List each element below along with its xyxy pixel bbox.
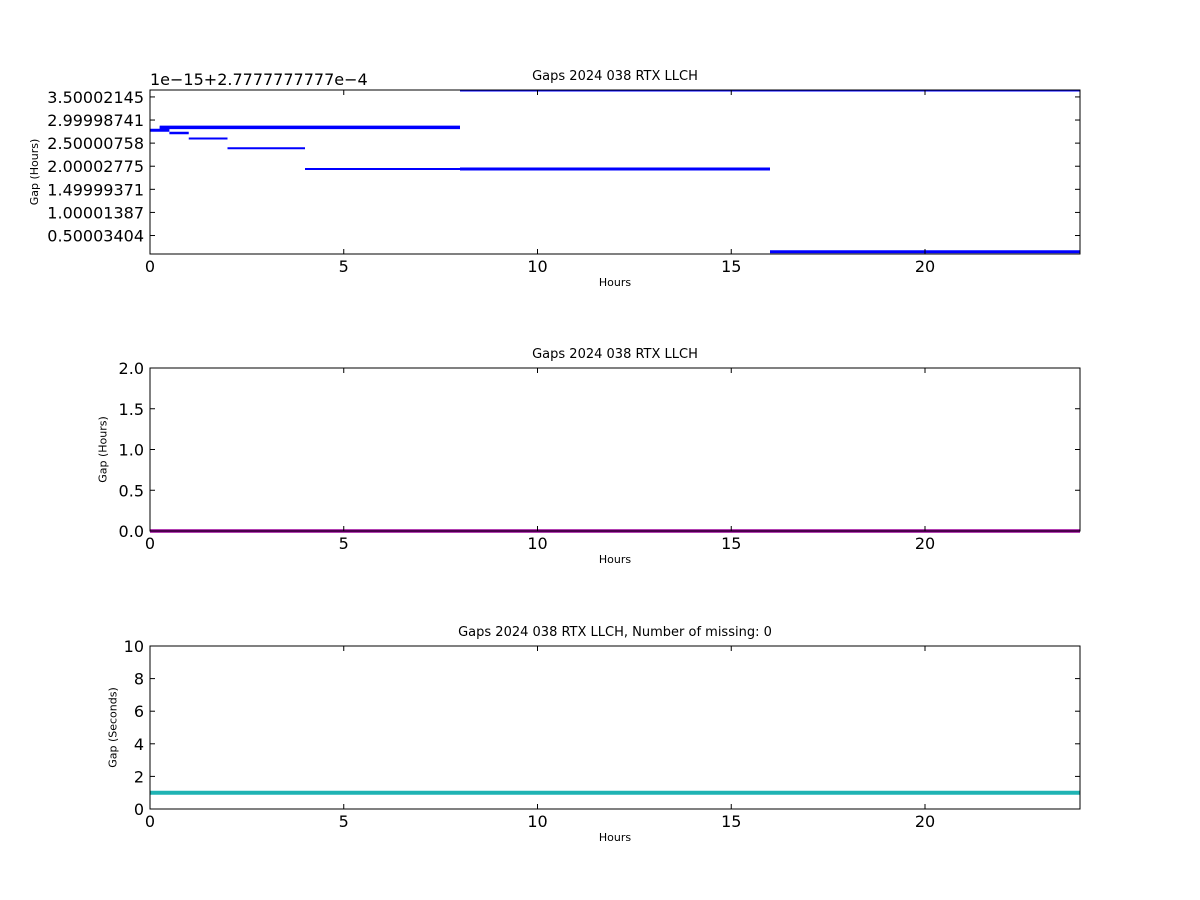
chart-panel-3: 0 5 10 15 20 0 2 4 6 8 10 Gaps 2024 038 RTX LLCH, N… (106, 625, 1081, 844)
y-tick-label: 0 (134, 800, 144, 819)
x-tick-label: 10 (527, 812, 547, 831)
x-tick-label: 15 (721, 534, 741, 553)
y-tick-label: 0.0 (119, 522, 144, 541)
chart-title: Gaps 2024 038 RTX LLCH (532, 347, 698, 362)
plot-frame (149, 367, 1081, 532)
y-axis-title: Gap (Hours) (97, 416, 110, 483)
y-tick-label: 3.50002145 (47, 88, 144, 107)
y-tick-label: 10 (124, 637, 144, 656)
x-tick-label: 10 (527, 257, 547, 276)
y-axis-title: Gap (Hours) (28, 139, 41, 206)
x-axis-title: Hours (599, 831, 631, 844)
x-tick-label: 20 (915, 534, 935, 553)
chart-panel-2: 0 5 10 15 20 0.0 0.5 1.0 1.5 2.0 Gaps 2024 038 RTX… (97, 347, 1081, 566)
y-tick-label: 2.0 (119, 359, 144, 378)
x-tick-label: 20 (915, 812, 935, 831)
y-tick-label: 4 (134, 735, 144, 754)
y-tick-label: 2.00002775 (47, 157, 144, 176)
x-axis-title: Hours (599, 553, 631, 566)
y-tick-label: 0.50003404 (47, 227, 144, 246)
y-tick-label: 0.5 (119, 481, 144, 500)
chart-title: Gaps 2024 038 RTX LLCH (532, 69, 698, 84)
x-tick-label: 0 (145, 812, 155, 831)
x-tick-label: 5 (339, 534, 349, 553)
x-tick-label: 0 (145, 257, 155, 276)
x-tick-label: 0 (145, 534, 155, 553)
x-tick-label: 10 (527, 534, 547, 553)
y-tick-label: 1.5 (119, 400, 144, 419)
x-tick-label: 15 (721, 257, 741, 276)
x-tick-label: 20 (915, 257, 935, 276)
plot-frame (149, 645, 1081, 810)
y-tick-label: 1.49999371 (47, 180, 144, 199)
x-axis-title: Hours (599, 276, 631, 289)
x-tick-label: 5 (339, 257, 349, 276)
y-tick-label: 8 (134, 670, 144, 689)
y-tick-label: 2.99998741 (47, 111, 144, 130)
chart-title: Gaps 2024 038 RTX LLCH, Number of missin… (458, 625, 772, 640)
y-axis-title: Gap (Seconds) (106, 687, 119, 768)
y-axis-offset-label: 1e−15+2.7777777777e−4 (150, 70, 368, 89)
y-tick-label: 1.0 (119, 441, 144, 460)
x-tick-label: 15 (721, 812, 741, 831)
chart-panel-1: 0 5 10 15 20 0.50003404 1.00001387 1.49999371 2.… (28, 69, 1081, 289)
y-tick-label: 1.00001387 (47, 203, 144, 222)
y-tick-label: 2 (134, 767, 144, 786)
y-tick-label: 2.50000758 (47, 134, 144, 153)
plot-frame (149, 89, 1081, 255)
x-tick-label: 5 (339, 812, 349, 831)
y-tick-label: 6 (134, 702, 144, 721)
